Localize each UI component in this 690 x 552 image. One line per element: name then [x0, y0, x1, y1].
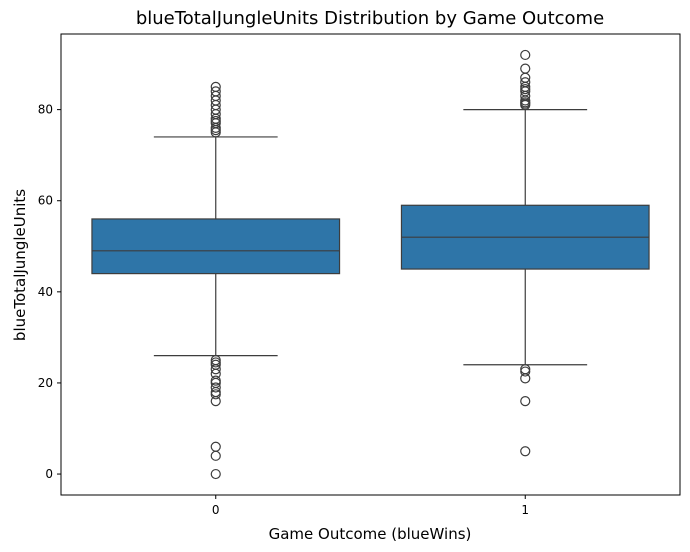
plot-area [60, 33, 681, 496]
chart-title: blueTotalJungleUnits Distribution by Gam… [136, 8, 604, 29]
box-group-0 [91, 81, 341, 480]
y-tick-label: 0 [45, 467, 53, 481]
boxes-layer [91, 49, 650, 480]
outlier-point [210, 468, 221, 480]
iqr-box [91, 218, 341, 275]
outlier-point [520, 446, 531, 457]
outlier-point [210, 364, 221, 375]
outlier-point [210, 396, 221, 407]
y-tick-label: 20 [38, 376, 53, 390]
y-tick-label: 60 [38, 194, 53, 208]
outlier-point [520, 77, 531, 88]
outlier-point [520, 396, 531, 407]
x-axis-label: Game Outcome (blueWins) [269, 525, 472, 543]
outlier-point [520, 63, 531, 74]
outlier-point [210, 389, 221, 400]
box-group-1 [400, 49, 650, 457]
outlier-point [210, 81, 221, 92]
y-axis-label: blueTotalJungleUnits [11, 189, 29, 341]
outlier-point [210, 450, 221, 461]
outlier-point [210, 382, 221, 393]
outlier-point [210, 441, 221, 452]
outlier-point [210, 86, 221, 97]
x-tick-label: 0 [212, 503, 220, 517]
x-tick-label: 1 [521, 503, 529, 517]
outlier-point [520, 364, 531, 375]
outlier-point [520, 373, 531, 384]
y-tick-label: 40 [38, 285, 53, 299]
outlier-point [520, 366, 531, 377]
outlier-point [520, 49, 531, 61]
y-tick-label: 80 [38, 103, 53, 117]
y-axis: 0 20 40 60 80 [38, 103, 61, 481]
